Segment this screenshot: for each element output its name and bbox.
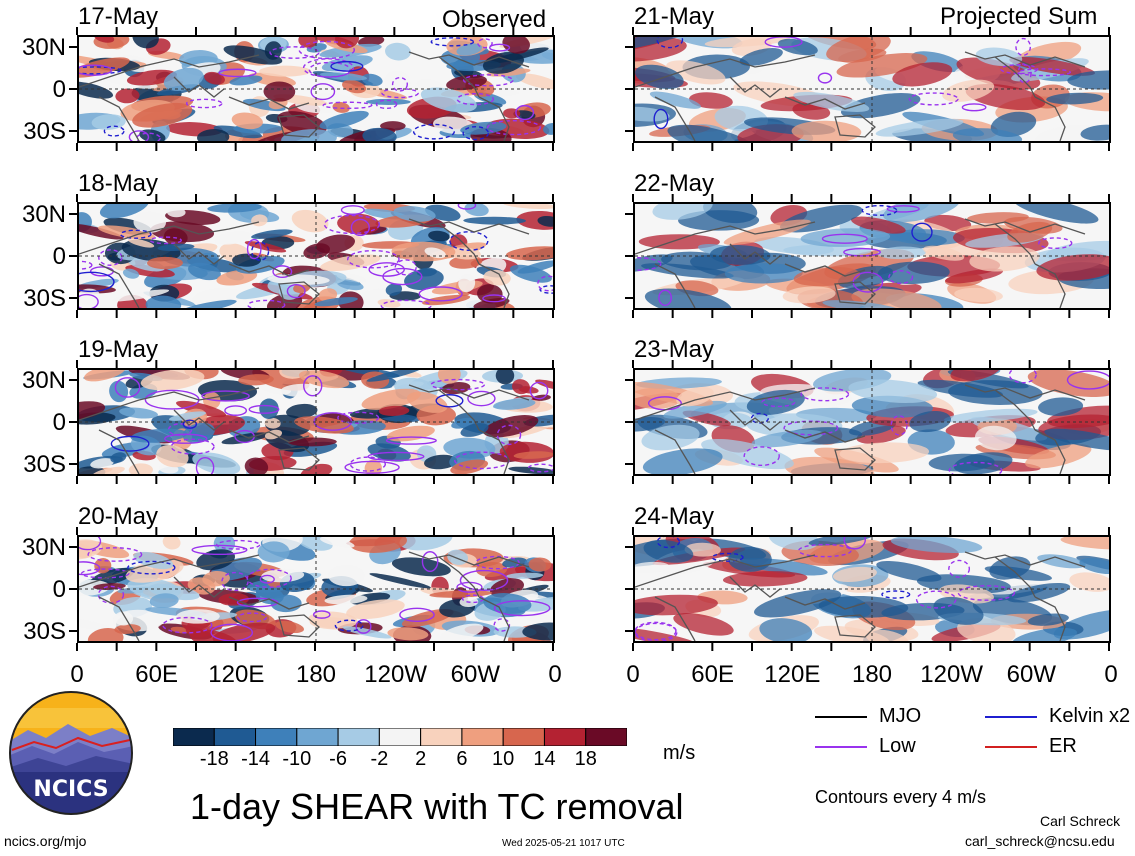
colorbar-label: 14: [533, 748, 556, 770]
lat-label: 0: [52, 76, 66, 103]
shear-map: [633, 35, 1111, 143]
colorbar-swatch: [420, 727, 463, 747]
map-ticks: [632, 360, 1112, 489]
footer-email: carl_schreck@ncsu.edu: [965, 833, 1115, 849]
colorbar-units: m/s: [663, 742, 696, 764]
lon-label: 60E: [691, 661, 734, 688]
map-ticks: [76, 27, 556, 156]
legend-line: [815, 746, 867, 748]
panel-title-left: 18-May: [78, 170, 159, 197]
footer-timestamp: Wed 2025-05-21 1017 UTC: [502, 838, 625, 849]
shear-map: [77, 535, 555, 643]
shear-map: [633, 535, 1111, 643]
map-ticks: [76, 360, 556, 489]
colorbar-label: 2: [415, 748, 427, 770]
lon-label: 120W: [920, 661, 983, 688]
colorbar-label: -14: [241, 748, 270, 770]
lat-label: 30S: [23, 118, 66, 145]
lat-label: 0: [52, 243, 66, 270]
lat-label: 30N: [21, 534, 66, 561]
observed-header: Observed: [442, 6, 547, 33]
legend-label: ER: [1049, 735, 1077, 757]
lat-label: 0: [52, 576, 66, 603]
colorbar-label: 18: [574, 748, 597, 770]
panel-title-left: 20-May: [78, 503, 159, 530]
lat-ticks: [625, 535, 635, 648]
shear-map: [77, 35, 555, 143]
footer-url[interactable]: ncics.org/mjo: [4, 833, 87, 849]
map-ticks: [76, 194, 556, 323]
panel-title-left: 19-May: [78, 336, 159, 363]
colorbar-label: -6: [329, 748, 347, 770]
contour-note: Contours every 4 m/s: [815, 787, 987, 807]
lon-label: 120E: [764, 661, 821, 688]
lon-label: 180: [851, 661, 893, 688]
logo-text: NCICS: [33, 777, 108, 802]
lon-label: 0: [548, 661, 562, 688]
colorbar-label: 10: [492, 748, 515, 770]
lat-label: 30N: [21, 367, 66, 394]
colorbar-swatch: [461, 727, 504, 747]
colorbar-label: -18: [199, 748, 229, 770]
shear-map: [633, 202, 1111, 310]
lat-ticks: [69, 535, 79, 648]
lat-ticks: [625, 368, 635, 481]
lat-ticks: [625, 35, 635, 148]
lat-ticks: [69, 368, 79, 481]
legend-line: [985, 746, 1037, 748]
shear-map: [633, 368, 1111, 476]
map-ticks: [76, 527, 556, 656]
lon-label: 0: [626, 661, 640, 688]
colorbar-label: -2: [370, 748, 389, 770]
lon-label: 60E: [135, 661, 178, 688]
lon-label: 0: [1104, 661, 1118, 688]
panel-title-right: 21-May: [634, 3, 715, 30]
lat-ticks: [625, 202, 635, 315]
lat-label: 30S: [23, 451, 66, 478]
lon-label: 0: [70, 661, 84, 688]
colorbar-swatch: [502, 727, 545, 747]
legend-label: Kelvin x2: [1049, 705, 1131, 727]
ncics-logo: NCICS: [8, 690, 134, 816]
figure-title: 1-day SHEAR with TC removal: [190, 786, 684, 827]
lat-label: 0: [52, 409, 66, 436]
lat-label: 30N: [21, 34, 66, 61]
lat-ticks: [69, 202, 79, 315]
map-ticks: [632, 27, 1112, 156]
colorbar: [172, 727, 628, 747]
lon-label: 60W: [1006, 661, 1056, 688]
lon-label: 60W: [450, 661, 500, 688]
lat-label: 30N: [21, 201, 66, 228]
lat-ticks: [69, 35, 79, 148]
panel-title-right: 24-May: [634, 503, 715, 530]
colorbar-swatch: [378, 727, 422, 747]
colorbar-swatch: [337, 727, 380, 747]
lon-label: 120E: [208, 661, 265, 688]
colorbar-swatch: [213, 727, 257, 747]
panel-title-right: 22-May: [634, 170, 715, 197]
lon-label: 120W: [364, 661, 427, 688]
legend-line: [985, 716, 1037, 718]
colorbar-swatch: [296, 727, 339, 747]
colorbar-swatch: [585, 727, 628, 747]
lon-label: 180: [295, 661, 337, 688]
shear-map: [77, 368, 555, 476]
colorbar-swatch: [543, 727, 587, 747]
legend-label: Low: [879, 735, 916, 757]
colorbar-swatch: [172, 727, 215, 747]
map-ticks: [632, 527, 1112, 656]
footer-author: Carl Schreck: [1040, 813, 1121, 829]
colorbar-label: -10: [282, 748, 312, 770]
map-ticks: [632, 194, 1112, 323]
colorbar-swatch: [255, 727, 298, 747]
shear-map: [77, 202, 555, 310]
projected-header: Projected Sum: [940, 3, 1098, 30]
lat-label: 30S: [23, 285, 66, 312]
panel-title-left: 17-May: [78, 3, 159, 30]
colorbar-label: 6: [456, 748, 468, 770]
lat-label: 30S: [23, 618, 66, 645]
legend-label: MJO: [879, 705, 922, 727]
legend-line: [815, 716, 867, 718]
panel-title-right: 23-May: [634, 336, 715, 363]
